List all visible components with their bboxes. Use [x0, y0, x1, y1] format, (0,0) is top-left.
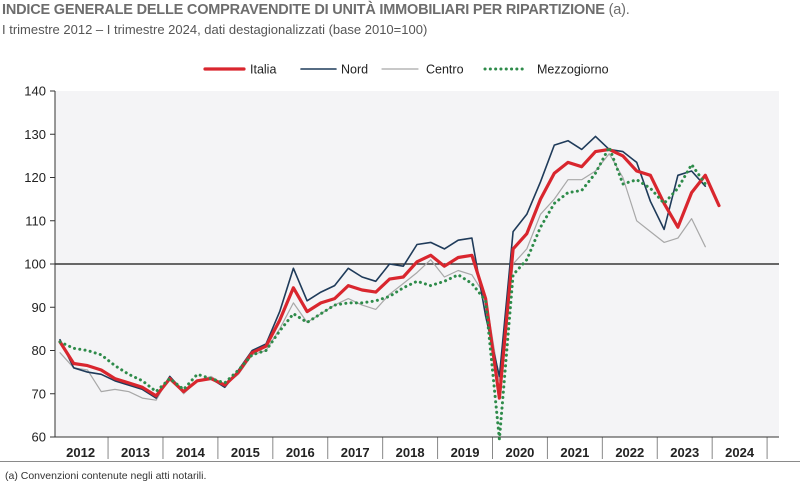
- footnote: (a) Convenzioni contenute negli atti not…: [5, 470, 207, 482]
- y-tick-label: 140: [24, 84, 46, 99]
- x-tick-label: 2017: [341, 445, 370, 460]
- x-tick-label: 2023: [670, 445, 699, 460]
- legend-label-nord: Nord: [341, 63, 368, 77]
- y-tick-label: 130: [24, 127, 46, 142]
- x-tick-label: 2021: [560, 445, 589, 460]
- x-tick-label: 2013: [121, 445, 150, 460]
- chart-subtitle: I trimestre 2012 – I trimestre 2024, dat…: [2, 22, 428, 37]
- series-line-mezzogiorno: [58, 145, 707, 441]
- chart-title: INDICE GENERALE DELLE COMPRAVENDITE DI U…: [2, 2, 630, 18]
- line-chart: 60 70 80 90 100 110 120 130 140 2012 2013 2014 2015 2…: [24, 63, 779, 460]
- y-tick-label: 120: [24, 170, 46, 185]
- x-tick-label: 2018: [396, 445, 425, 460]
- y-tick-label: 80: [32, 343, 46, 358]
- x-tick-label: 2019: [451, 445, 480, 460]
- legend-label-mezzogiorno: Mezzogiorno: [537, 63, 609, 77]
- x-tick-label: 2012: [66, 445, 95, 460]
- chart-title-text: INDICE GENERALE DELLE COMPRAVENDITE DI U…: [2, 2, 605, 18]
- y-tick-label: 60: [32, 430, 46, 445]
- legend-label-italia: Italia: [250, 63, 276, 77]
- footnote-divider: [0, 461, 800, 462]
- x-tick-label: 2022: [615, 445, 644, 460]
- y-tick-label: 110: [25, 213, 46, 228]
- y-tick-label: 100: [24, 257, 46, 272]
- x-tick-label: 2016: [286, 445, 315, 460]
- y-tick-label: 70: [32, 386, 46, 401]
- x-tick-label: 2015: [231, 445, 260, 460]
- legend-label-centro: Centro: [426, 63, 464, 77]
- x-tick-label: 2014: [176, 445, 206, 460]
- x-tick-label: 2020: [505, 445, 534, 460]
- x-tick-label: 2024: [725, 445, 755, 460]
- chart-title-suffix: (a).: [608, 2, 630, 18]
- y-tick-label: 90: [32, 300, 46, 315]
